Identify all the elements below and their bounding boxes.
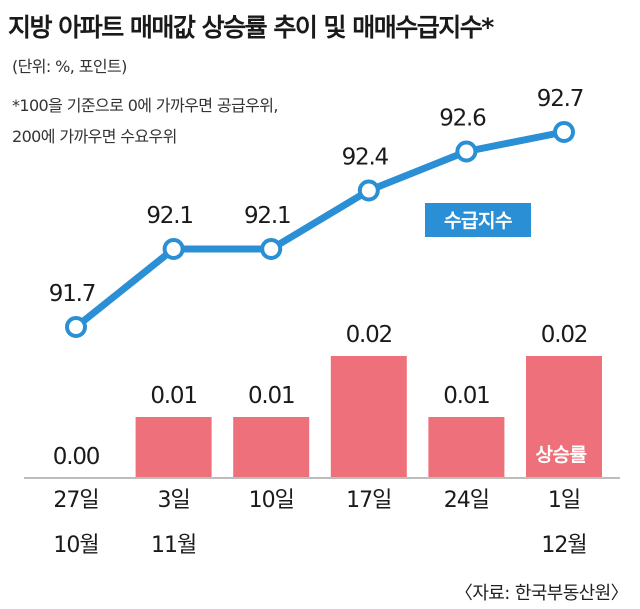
bar-value-label-5: 0.02	[541, 322, 587, 348]
line-legend-badge-bg	[425, 203, 531, 237]
line-legend-badge: 수급지수	[425, 203, 531, 237]
tick-month-5: 12월	[541, 533, 586, 558]
footnote-line-2: 200에 가까우면 수요우위	[12, 127, 177, 146]
tick-day-3: 17일	[346, 488, 391, 513]
tick-day-1: 3일	[157, 488, 189, 513]
bar-value-label-2: 0.01	[248, 383, 294, 409]
bar-4	[428, 417, 505, 478]
line-value-label-0: 91.7	[49, 281, 95, 307]
line-series: 91.7 92.1 92.1 92.4 92.6 92.7	[49, 86, 584, 338]
tick-day-5: 1일	[548, 488, 580, 513]
line-value-label-4: 92.6	[439, 106, 486, 132]
line-point-3	[357, 179, 380, 202]
bar-value-label-0: 0.00	[53, 444, 100, 470]
source-note: 〈자료: 한국부동산원〉	[455, 583, 628, 604]
line-point-2	[260, 238, 283, 260]
chart-title: 지방 아파트 매매값 상승률 추이 및 매매수급지수*	[8, 13, 494, 42]
footnote-line-1: *100을 기준으로 0에 가까우면 공급우위,	[12, 96, 278, 115]
line-point-1	[162, 238, 185, 260]
line-point-5	[553, 121, 575, 143]
bar-value-label-1: 0.01	[150, 383, 196, 409]
tick-month-1: 11월	[151, 533, 196, 558]
tick-day-2: 10일	[249, 488, 294, 513]
bar-value-label-3: 0.02	[346, 322, 392, 348]
tick-day-4: 24일	[444, 488, 489, 513]
bar-1	[135, 417, 212, 478]
line-legend-label: 수급지수	[444, 210, 512, 232]
bar-series: 0.00 0.01 0.01 0.02 0.01 0.02	[53, 322, 602, 478]
line-value-label-2: 92.1	[244, 203, 290, 229]
x-axis-ticks: 27일 10월 3일 11월 10일 17일 24일 1일 12월	[53, 488, 587, 558]
line-value-label-1: 92.1	[146, 203, 192, 229]
line-point-0	[65, 316, 87, 338]
line-value-label-3: 92.4	[342, 145, 389, 171]
bar-3	[330, 356, 407, 478]
line-point-4	[455, 140, 478, 163]
unit-note: (단위: %, 포인트)	[12, 57, 127, 76]
line-path	[72, 128, 568, 331]
bar-value-label-4: 0.01	[443, 383, 489, 409]
tick-month-0: 10월	[53, 533, 98, 558]
bar-2	[233, 417, 310, 478]
bar-5	[526, 356, 602, 478]
bar-legend-label: 상승률	[536, 444, 587, 466]
tick-day-0: 27일	[53, 488, 98, 513]
line-value-label-5: 92.7	[537, 86, 583, 112]
